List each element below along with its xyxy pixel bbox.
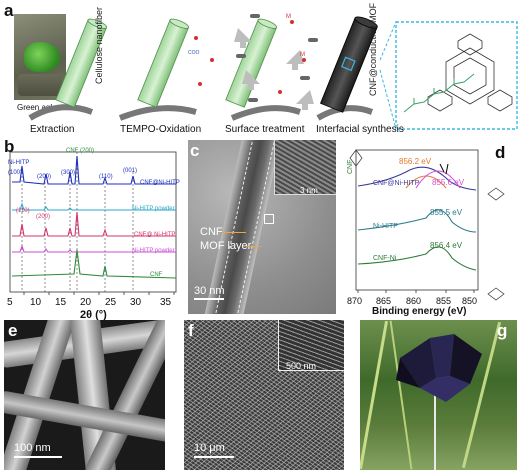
xrd-xlabel: 2θ (°) — [80, 309, 107, 321]
xps-trace-cnf-ni — [357, 246, 477, 271]
xps-chart — [349, 149, 505, 301]
sem-e-scale-text: 100 nm — [14, 442, 51, 454]
tem-scale-text: 30 nm — [194, 285, 225, 297]
annot-110-pink: (110) — [16, 208, 30, 214]
origami-flower-photo — [360, 320, 517, 470]
xrd-trace-cnf-ni-hitp-1 — [12, 155, 176, 185]
peak-855-6: 855.6 eV — [432, 178, 465, 187]
peak-855-5: 855.5 eV — [430, 208, 463, 217]
tem-cnf-label: CNF — [200, 226, 223, 238]
sem-f-inset — [278, 320, 344, 371]
xrd-tick-35: 35 — [160, 297, 172, 308]
panel-a-schematic — [28, 14, 518, 130]
sem-f-scale-bar — [194, 456, 234, 458]
xrd-tick-25: 25 — [105, 297, 117, 308]
metal-tag-2: M — [300, 52, 305, 58]
xps-tick-850: 850 — [462, 296, 478, 306]
xrd-trace-cnf-ni-hitp-2 — [12, 211, 176, 237]
arrow-4 — [316, 105, 374, 121]
sem-f-inset-scale: 500 nm — [286, 361, 317, 371]
xps-tick-870: 870 — [347, 296, 363, 306]
xps-side-tag: CNF — [347, 159, 354, 174]
green-algae-photo — [14, 14, 66, 100]
legend-ni-hitp-powder-2: Ni-HITP powder — [132, 248, 175, 254]
panel-a-label: a — [4, 1, 14, 20]
xrd-trace-ni-hitp-powder-2 — [12, 244, 176, 253]
metal-tag-1: M — [286, 14, 291, 20]
annot-001: (001) — [123, 168, 138, 174]
arrow-2 — [118, 105, 197, 121]
xrd-tick-30: 30 — [130, 297, 142, 308]
xrd-tick-20: 20 — [80, 297, 92, 308]
annot-cnf-200: CNF (200) — [66, 148, 95, 154]
xps-trace-ni-hitp — [357, 209, 477, 233]
panel-f-label: f — [188, 321, 194, 340]
arrow-1 — [28, 104, 94, 121]
step-interfacial-synthesis: Interfacial synthesis — [316, 124, 404, 135]
cnf-mof-label: CNF@conductive MOF — [368, 2, 378, 96]
tem-scale-bar — [194, 298, 224, 300]
xrd-tick-5: 5 — [7, 297, 13, 308]
panel-c-label: c — [190, 141, 200, 160]
xrd-trace-ni-hitp-powder-1 — [12, 202, 176, 211]
panel-g-label: g — [497, 321, 508, 340]
peak-856-2: 856.2 eV — [399, 157, 432, 166]
sem-image-high-mag — [4, 320, 165, 470]
annot-ni-hitp-100: Ni-HITP (100) — [8, 160, 30, 176]
legend-ni-hitp-powder: Ni-HITP powder — [132, 206, 175, 212]
panel-e-label: e — [8, 321, 18, 340]
annot-110: (110) — [99, 174, 113, 180]
xps-tick-860: 860 — [406, 296, 422, 306]
tem-mof-layer-label: MOF layer — [200, 240, 252, 252]
xrd-chart — [9, 151, 177, 295]
tem-inset-scale: 3 nm — [300, 186, 318, 195]
xrd-tick-15: 15 — [55, 297, 67, 308]
legend-cnf-ni-hitp-2: CNF@ Ni-HITP — [134, 232, 176, 238]
sem-image-low-mag — [184, 320, 344, 470]
xps-legend-cnf-ni: CNF-Ni — [373, 255, 397, 262]
cellulose-nanofiber-label: Cellulose nanofiber — [94, 6, 104, 84]
tem-image — [188, 140, 336, 314]
xps-legend-ni-hitp: Ni-HITP — [373, 223, 398, 230]
peak-856-4: 856.4 eV — [430, 241, 463, 250]
xps-tick-855: 855 — [436, 296, 452, 306]
panel-d-label: d — [495, 143, 506, 162]
legend-cnf: CNF — [150, 272, 163, 278]
xps-xlabel: Binding energy (eV) — [372, 306, 467, 317]
tem-inset — [274, 140, 336, 195]
xps-tick-865: 865 — [376, 296, 392, 306]
algae-caption: Green aglas — [17, 103, 61, 112]
step-extraction: Extraction — [30, 124, 75, 135]
panel-b-label: b — [4, 137, 15, 156]
xrd-tick-10: 10 — [30, 297, 42, 308]
coo-tag: COO — [188, 50, 200, 56]
annot-300: (300) — [61, 170, 76, 176]
sem-e-scale-bar — [14, 456, 62, 458]
annot-200: (200) — [37, 174, 52, 180]
sem-f-scale-text: 10 μm — [194, 442, 225, 454]
xps-legend-cnf-ni-hitp: CNF@Ni-HITP — [373, 180, 420, 187]
step-surface-treatment: Surface treatment — [225, 124, 305, 135]
xrd-trace-cnf — [11, 249, 177, 279]
annot-200-pink: (200) — [36, 214, 51, 220]
step-tempo-oxidation: TEMPO-Oxidation — [120, 124, 202, 135]
legend-cnf-ni-hitp: CNF@Ni-HITP — [140, 180, 180, 186]
arrow-3 — [230, 105, 301, 121]
xps-fit-2 — [415, 170, 461, 189]
